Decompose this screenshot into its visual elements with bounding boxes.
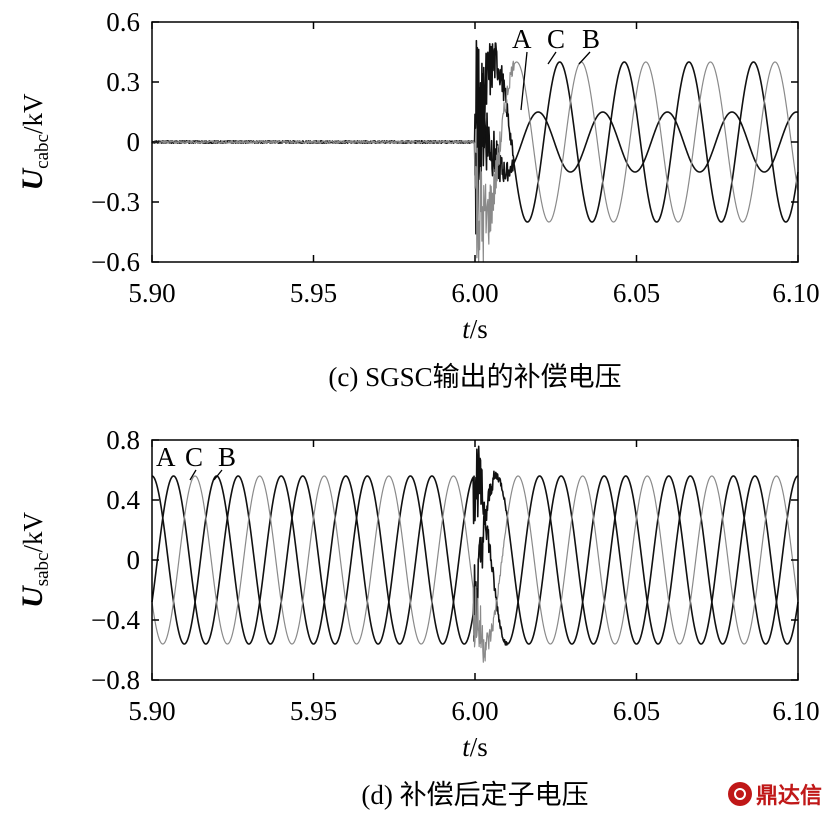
chart-d-xtick-label: 6.00: [451, 696, 498, 726]
chart-d-xlabel-symbol: t: [462, 732, 471, 762]
chart-d-ylabel: Usabc/kV: [16, 512, 53, 608]
chart-d-ytick-label: −0.8: [91, 665, 140, 695]
chart-d-xlabel-unit: /s: [470, 732, 488, 762]
chart-c-xtick-label: 6.10: [772, 278, 819, 308]
chart-d-ytick-label: 0: [127, 545, 141, 575]
chart-c-xtick-label: 6.05: [613, 278, 660, 308]
chart-d-phase-label-b: B: [218, 442, 236, 472]
chart-d-xtick-label: 5.90: [128, 696, 175, 726]
chart-d: 0.8 0.4 0 −0.4 −0.8 5.90 5.95 6.00 6.05 …: [16, 425, 820, 810]
chart-d-axis-ticks: [151, 439, 799, 681]
chart-c-ylabel-unit: /kV: [18, 93, 48, 134]
chart-d-leader-c: [189, 469, 197, 481]
chart-c-xtick-label: 5.95: [290, 278, 337, 308]
chart-d-series-c-line: [151, 475, 799, 663]
chart-d-phase-label-a: A: [156, 442, 176, 472]
chart-d-ylabel-unit: /kV: [18, 512, 48, 553]
chart-c-traces: [151, 39, 799, 263]
chart-c-ytick-label: 0.3: [106, 67, 140, 97]
chart-c-ytick-label: −0.6: [91, 247, 140, 277]
chart-c-leader-a: [520, 51, 528, 111]
chart-d-xtick-label: 5.95: [290, 696, 337, 726]
chart-c-caption: (c) SGSC输出的补偿电压: [328, 362, 621, 392]
chart-c-phase-label-b: B: [582, 24, 600, 54]
chart-c: 0.6 0.3 0 −0.3 −0.6 5.90 5.95 6.00 6.05 …: [16, 7, 820, 392]
chart-c-xlabel: t/s: [462, 314, 488, 344]
watermark-text: 鼎达信: [755, 784, 822, 809]
chart-d-xtick-label: 6.05: [613, 696, 660, 726]
chart-d-ytick-label: 0.8: [106, 425, 140, 455]
chart-d-xlabel: t/s: [462, 732, 488, 762]
watermark-logo-icon: [727, 782, 752, 806]
chart-c-xlabel-symbol: t: [462, 314, 471, 344]
chart-c-ytick-label: −0.3: [91, 187, 140, 217]
chart-d-ytick-label: 0.4: [106, 485, 140, 515]
chart-c-xtick-label: 6.00: [451, 278, 498, 308]
chart-d-traces: [151, 445, 799, 663]
chart-c-series-c-line: [151, 60, 799, 263]
chart-c-ytick-label: 0.6: [106, 7, 140, 37]
chart-d-phase-label-c: C: [185, 442, 203, 472]
chart-d-xtick-label: 6.10: [772, 696, 819, 726]
chart-c-phase-label-a: A: [512, 24, 532, 54]
chart-c-xlabel-unit: /s: [470, 314, 488, 344]
chart-d-leader-b: [213, 469, 223, 481]
chart-c-ylabel-symbol: U: [16, 167, 49, 190]
chart-d-caption: (d) 补偿后定子电压: [361, 780, 588, 810]
chart-d-ylabel-symbol: U: [16, 585, 49, 608]
chart-d-ylabel-sub: sabc: [32, 553, 53, 587]
chart-d-ytick-label: −0.4: [91, 605, 140, 635]
chart-c-axis-ticks: [151, 21, 799, 263]
chart-c-ytick-label: 0: [127, 127, 141, 157]
chart-c-leader-b: [578, 51, 591, 65]
chart-c-ylabel-sub: cabc: [32, 134, 53, 169]
chart-c-xtick-label: 5.90: [128, 278, 175, 308]
chart-c-phase-label-c: C: [547, 24, 565, 54]
chart-c-leader-c: [547, 51, 557, 65]
chart-c-ylabel: Ucabc/kV: [16, 93, 53, 190]
watermark: 鼎达信: [727, 778, 822, 810]
